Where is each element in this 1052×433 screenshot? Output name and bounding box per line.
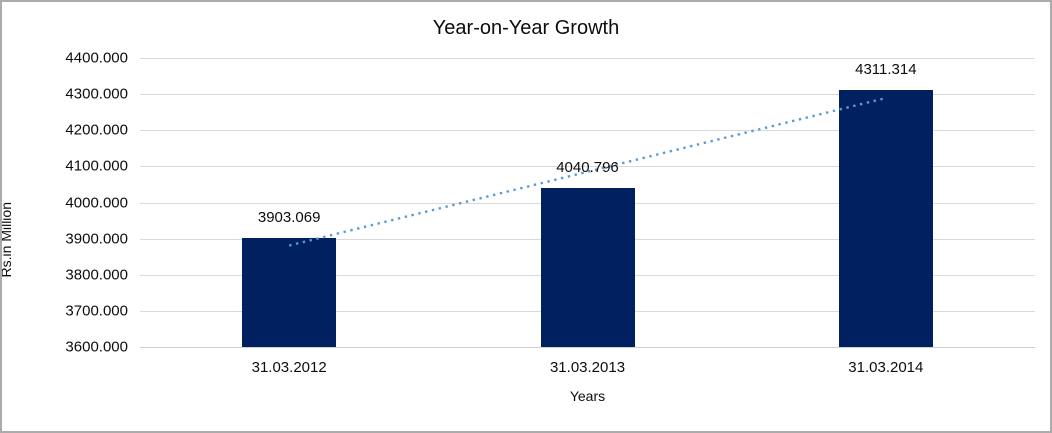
x-axis-line [140, 347, 1035, 348]
x-tick-label: 31.03.2014 [848, 359, 924, 376]
y-tick-label: 4000.000 [65, 194, 128, 211]
y-tick-label: 4200.000 [65, 121, 128, 139]
bar-31.03.2014 [838, 90, 933, 347]
y-tick-label: 3900.000 [65, 230, 128, 248]
x-axis-title: Years [569, 388, 606, 404]
y-axis-title-text: Rs.in Million [0, 202, 14, 278]
y-tick-label: 4300.000 [65, 85, 128, 103]
y-tick-label: 4100.000 [65, 157, 128, 175]
chart-title: Year-on-Year Growth [432, 17, 620, 39]
bar-31.03.2013 [540, 187, 635, 347]
y-tick-label: 3600.000 [65, 338, 128, 356]
data-label: 4311.314 [855, 61, 917, 79]
y-tick-label: 4400.000 [65, 49, 128, 67]
x-tick-label: 31.03.2013 [549, 359, 626, 376]
y-tick-label: 3700.000 [65, 302, 128, 320]
x-tick-label: 31.03.2012 [251, 359, 327, 376]
bar-31.03.2012 [242, 237, 337, 347]
data-label: 4040.796 [556, 158, 619, 176]
data-label: 3903.069 [257, 208, 321, 226]
gridline [140, 94, 1035, 96]
y-tick-label: 3800.000 [65, 266, 128, 284]
gridline [140, 58, 1035, 59]
